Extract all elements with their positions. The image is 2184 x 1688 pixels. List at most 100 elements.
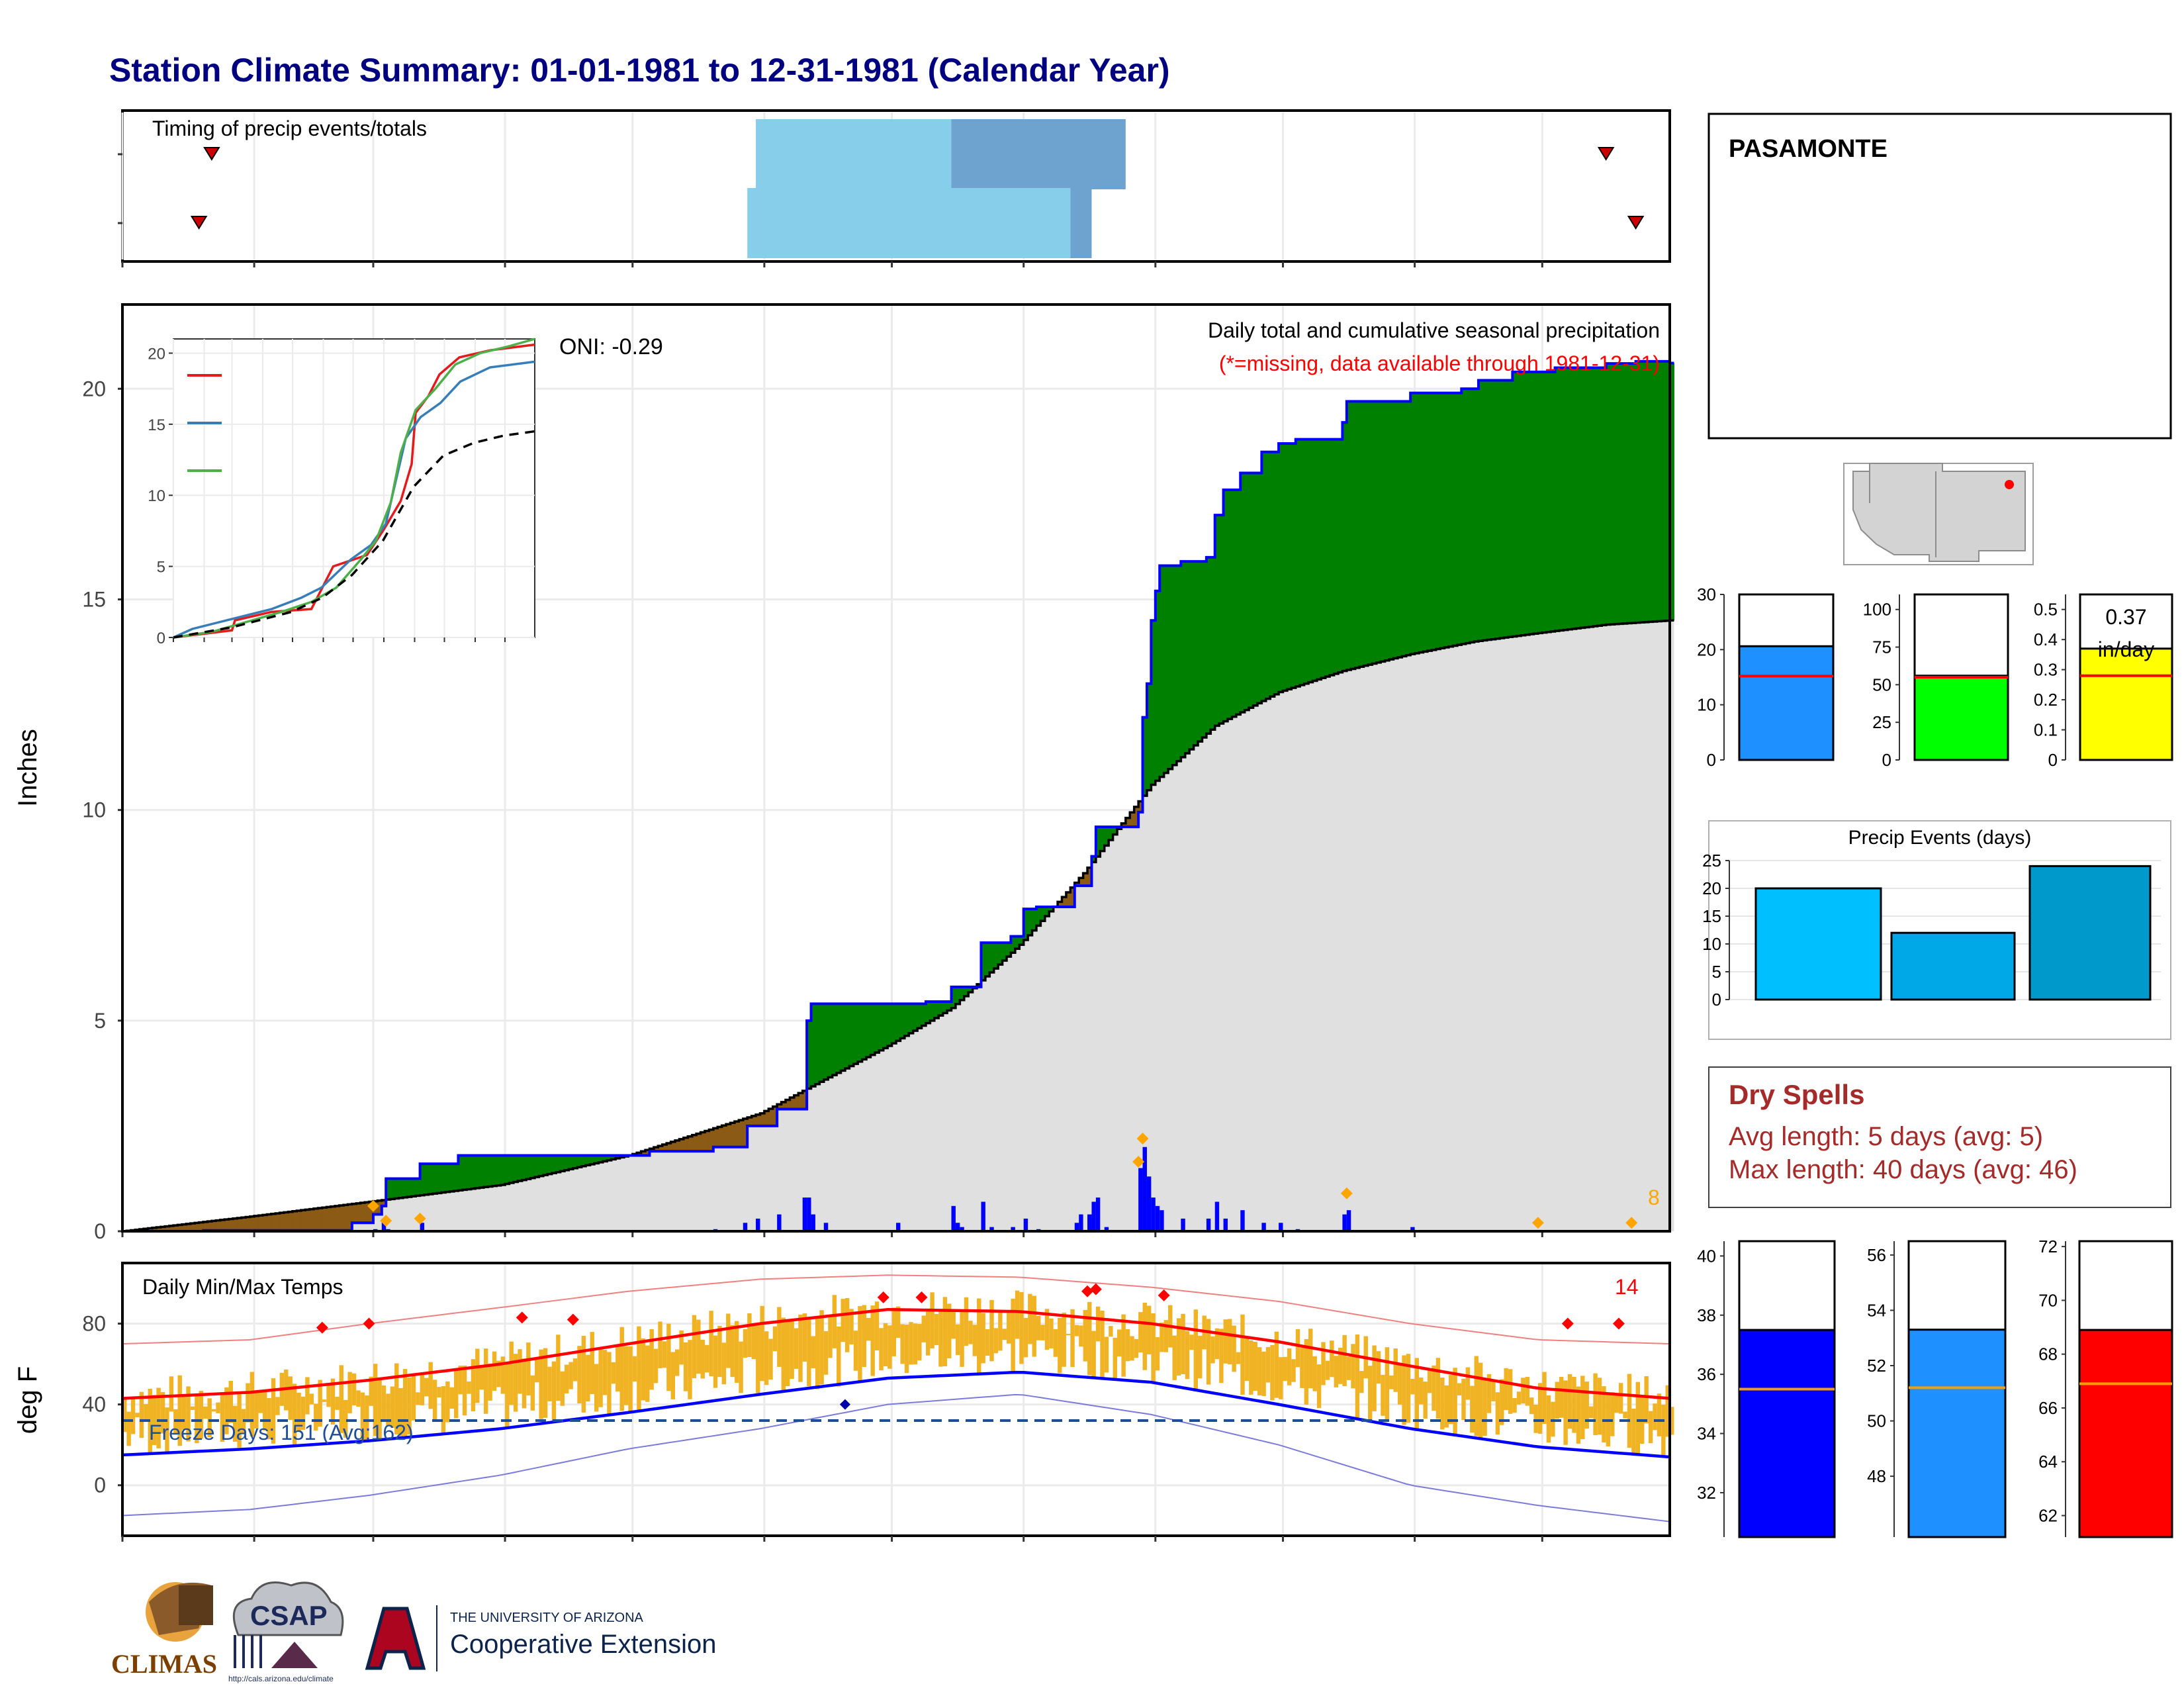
precip-departure-segment <box>594 1155 599 1164</box>
daily-temp-bar <box>1491 1381 1496 1401</box>
daily-temp-bar <box>1432 1365 1436 1411</box>
precip-departure-segment <box>1410 393 1416 655</box>
precip-departure-segment <box>930 1002 935 1021</box>
temp-ylabel: deg F <box>13 1366 42 1434</box>
daily-temp-bar <box>518 1349 522 1394</box>
precip-departure-segment <box>1627 363 1632 624</box>
precip-departure-segment <box>156 1227 161 1231</box>
events-bar <box>1890 931 2016 1001</box>
precip-summary-bars: 0 10 20 30 0 25 50 75 100 0 0.1 0.2 0.3 0.4 0.5 0.37 in/… <box>1697 585 2173 770</box>
record-min-line <box>122 1393 1670 1523</box>
daily-temp-bar <box>211 1409 216 1412</box>
precip-departure-segment <box>1563 367 1569 630</box>
daily-temp-bar <box>496 1360 501 1387</box>
precip-departure-segment <box>1449 393 1454 647</box>
precip-departure-segment <box>347 1204 353 1231</box>
daily-temp-bar <box>1512 1397 1517 1413</box>
daily-temp-bar <box>1002 1329 1007 1340</box>
precip-missing-note: (*=missing, data available through 1981-… <box>1219 352 1660 375</box>
daily-temp-bar <box>743 1329 748 1358</box>
daily-temp-bar <box>658 1321 662 1369</box>
precip-departure-segment <box>1044 907 1050 916</box>
daily-temp-bar <box>1232 1325 1236 1372</box>
daily-temp-bar <box>190 1406 195 1410</box>
daily-temp-bar <box>1283 1356 1287 1382</box>
daily-temp-bar <box>394 1363 399 1434</box>
inset-frame <box>173 338 535 638</box>
precip-departure-segment <box>351 1203 357 1223</box>
precip-departure-segment <box>853 1004 858 1064</box>
precip-departure-segment <box>343 1205 349 1231</box>
daily-temp-bar <box>1032 1295 1036 1357</box>
precip-departure-segment <box>424 1164 430 1195</box>
inset-ytick-label: 10 <box>148 487 165 505</box>
precip-departure-segment <box>704 1131 709 1152</box>
month-axis-labels <box>121 1536 1543 1542</box>
daily-temp-bar <box>1423 1382 1428 1419</box>
precip-departure-segment <box>1312 439 1318 681</box>
precip-departure-segment <box>1470 389 1475 643</box>
daily-temp-bar <box>288 1376 293 1420</box>
daily-temp-bar <box>1351 1344 1355 1389</box>
precip-departure-segment <box>479 1155 484 1188</box>
daily-temp-bar <box>326 1384 331 1407</box>
temp-summary-ytick-label: 52 <box>1867 1356 1886 1376</box>
daily-temp-bar <box>739 1341 743 1393</box>
temp-summary-ytick-label: 40 <box>1697 1246 1716 1266</box>
precip-departure-segment <box>475 1155 480 1188</box>
temp-summary-ytick-label: 36 <box>1697 1364 1716 1384</box>
precip-departure-segment <box>1533 371 1539 634</box>
precip-departure-segment <box>1109 827 1114 840</box>
daily-temp-bar <box>1584 1382 1589 1429</box>
daily-precip-bar <box>1261 1223 1266 1231</box>
precip-departure-segment <box>1134 806 1139 827</box>
precip-departure-segment <box>909 1004 914 1033</box>
daily-temp-bar <box>1316 1364 1322 1408</box>
precip-departure-segment <box>1648 361 1653 622</box>
precip-departure-segment <box>1210 557 1216 730</box>
events-ytick-label: 20 <box>1702 878 1721 898</box>
daily-temp-bar <box>505 1364 510 1427</box>
inset-ytick-label: 15 <box>148 416 165 434</box>
precip-departure-segment <box>607 1155 612 1160</box>
precip-departure-segment <box>1202 561 1207 738</box>
precip-departure-segment <box>284 1212 289 1231</box>
precip-departure-segment <box>241 1217 246 1231</box>
precip-departure-segment <box>377 1200 383 1215</box>
precip-departure-segment <box>296 1210 302 1231</box>
daily-temp-bar <box>1359 1371 1364 1393</box>
precip-departure-segment <box>1623 363 1628 624</box>
record-high-marker <box>1081 1285 1094 1297</box>
precip-departure-segment <box>1580 367 1586 628</box>
precip-departure-segment <box>1287 444 1292 690</box>
precip-departure-segment <box>1521 371 1526 635</box>
precip-departure-segment <box>254 1215 259 1231</box>
precip-departure-segment <box>428 1164 433 1194</box>
precip-departure-segment <box>1121 823 1126 827</box>
inset-ytick-label: 0 <box>157 630 165 647</box>
daily-temp-bar <box>1134 1338 1139 1358</box>
temp-summary-ytick-label: 68 <box>2038 1344 2058 1364</box>
summary-bar <box>2079 647 2173 761</box>
precip-departure-segment <box>688 1136 693 1152</box>
dry-spells-box: Dry Spells Avg length: 5 days (avg: 5) M… <box>1708 1066 2171 1208</box>
record-high-marker <box>1612 1317 1625 1330</box>
precip-departure-segment <box>1542 371 1547 633</box>
daily-temp-bar <box>572 1358 578 1382</box>
map-state-border <box>1869 471 1936 557</box>
daily-temp-bar <box>1287 1348 1292 1385</box>
precip-departure-segment <box>989 943 995 973</box>
daily-temp-bar <box>815 1317 820 1389</box>
timing-bar-50-75 <box>951 119 1126 189</box>
daily-temp-bar <box>1427 1370 1432 1393</box>
figure-title: Station Climate Summary: 01-01-1981 to 1… <box>109 52 1170 89</box>
precip-departure-segment <box>1478 380 1483 641</box>
precip-departure-segment <box>844 1004 850 1068</box>
precip-departure-segment <box>815 1004 820 1084</box>
daily-temp-bar <box>233 1405 238 1442</box>
daily-temp-bar <box>1253 1342 1257 1391</box>
daily-temp-bar <box>250 1372 255 1437</box>
daily-temp-bar <box>891 1307 896 1356</box>
daily-temp-bar <box>904 1325 909 1374</box>
precip-departure-segment <box>1040 907 1046 921</box>
